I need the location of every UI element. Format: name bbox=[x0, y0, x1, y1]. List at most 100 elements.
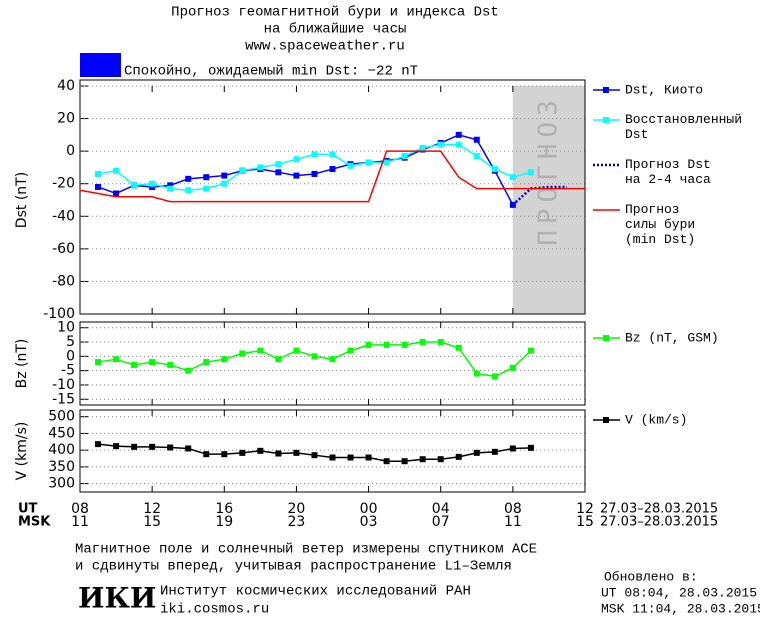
legend-marker bbox=[603, 335, 609, 341]
point bbox=[347, 162, 354, 169]
point bbox=[293, 172, 300, 179]
point bbox=[347, 347, 354, 354]
point bbox=[311, 452, 318, 459]
legend-label: V (km/s) bbox=[625, 412, 687, 427]
point bbox=[113, 167, 120, 174]
point bbox=[473, 153, 480, 160]
point bbox=[203, 359, 210, 366]
updated: Обновлено в: bbox=[604, 569, 698, 584]
updated-msk: MSK 11:04, 28.03.2015 bbox=[601, 601, 760, 616]
point bbox=[455, 453, 462, 460]
title-line: Прогноз геомагнитной бури и индекса Dst bbox=[171, 4, 499, 21]
point bbox=[149, 180, 156, 187]
point bbox=[473, 449, 480, 456]
y-tick-label: 20 bbox=[57, 111, 75, 127]
point bbox=[293, 449, 300, 456]
note: Магнитное поле и солнечный ветер измерен… bbox=[75, 541, 537, 558]
point bbox=[509, 364, 516, 371]
legend-label: Прогноз силы бури (min Dst) bbox=[625, 202, 695, 247]
point bbox=[347, 454, 354, 461]
point bbox=[221, 172, 228, 179]
point bbox=[311, 151, 318, 158]
point bbox=[419, 456, 426, 463]
y-tick-label: 10 bbox=[57, 320, 75, 336]
x-tick-label: 04 bbox=[432, 501, 450, 517]
point bbox=[167, 361, 174, 368]
legend-label: Прогноз Dst на 2-4 часа bbox=[625, 157, 711, 187]
point bbox=[455, 131, 462, 138]
y-axis-label: V (km/s) bbox=[14, 422, 30, 481]
point bbox=[149, 359, 156, 366]
y-tick-label: -15 bbox=[52, 391, 75, 407]
point bbox=[257, 347, 264, 354]
point bbox=[239, 167, 246, 174]
legend-marker bbox=[603, 87, 609, 93]
point bbox=[437, 141, 444, 148]
point bbox=[401, 153, 408, 160]
x-tick-label: 12 bbox=[576, 501, 594, 517]
point bbox=[275, 161, 282, 168]
x-tick-label: 15 bbox=[576, 514, 594, 530]
y-tick-label: -20 bbox=[52, 176, 75, 192]
point bbox=[113, 443, 120, 450]
point bbox=[491, 166, 498, 173]
point bbox=[95, 183, 102, 190]
point bbox=[473, 136, 480, 143]
x-tick-label: 20 bbox=[288, 501, 306, 517]
status-box bbox=[80, 53, 121, 77]
point bbox=[491, 373, 498, 380]
plot-frame bbox=[79, 79, 586, 315]
point bbox=[221, 356, 228, 363]
legend-label: Восстановленный Dst bbox=[625, 112, 742, 142]
y-tick-label: 500 bbox=[48, 409, 75, 425]
point bbox=[383, 159, 390, 166]
point bbox=[527, 347, 534, 354]
plot-frame bbox=[79, 321, 586, 406]
point bbox=[401, 458, 408, 465]
point bbox=[509, 174, 516, 181]
y-tick-label: 350 bbox=[48, 459, 75, 475]
status: Спокойно, ожидаемый min Dst: −22 nT bbox=[124, 63, 418, 80]
legend-marker bbox=[603, 117, 609, 123]
point bbox=[203, 451, 210, 458]
x-range: 27.03–28.03.2015 bbox=[600, 502, 718, 517]
y-tick-label: -10 bbox=[52, 377, 75, 393]
point bbox=[239, 350, 246, 357]
point bbox=[113, 190, 120, 197]
point bbox=[131, 361, 138, 368]
forecast-label: ПРОГНОЗ bbox=[533, 94, 563, 246]
point bbox=[419, 144, 426, 151]
point bbox=[95, 359, 102, 366]
point bbox=[203, 174, 210, 181]
x-range: 27.03–28.03.2015 bbox=[600, 515, 718, 530]
x-tick-label: 11 bbox=[71, 514, 89, 530]
point bbox=[203, 185, 210, 192]
point bbox=[149, 443, 156, 450]
point bbox=[311, 170, 318, 177]
y-tick-label: 450 bbox=[48, 425, 75, 441]
legend-label: Bz (nT, GSM) bbox=[625, 330, 719, 345]
y-tick-label: -60 bbox=[52, 241, 75, 257]
y-tick-label: -40 bbox=[52, 208, 75, 224]
x-tick-label: 00 bbox=[360, 501, 378, 517]
point bbox=[401, 341, 408, 348]
x-tick-label: 08 bbox=[504, 501, 522, 517]
legend-label: Dst, Киото bbox=[625, 82, 703, 97]
y-tick-label: 5 bbox=[66, 334, 75, 350]
point bbox=[329, 356, 336, 363]
y-tick-label: 0 bbox=[66, 348, 75, 364]
point bbox=[185, 187, 192, 194]
url: www.spaceweather.ru bbox=[245, 39, 405, 55]
point bbox=[275, 356, 282, 363]
point bbox=[437, 456, 444, 463]
point bbox=[185, 175, 192, 182]
y-axis-label: Bz (nT) bbox=[14, 339, 30, 389]
point bbox=[293, 347, 300, 354]
point bbox=[365, 454, 372, 461]
point bbox=[221, 451, 228, 458]
point bbox=[509, 445, 516, 452]
point bbox=[221, 180, 228, 187]
point bbox=[383, 458, 390, 465]
y-axis-label: Dst (nT) bbox=[14, 172, 30, 228]
